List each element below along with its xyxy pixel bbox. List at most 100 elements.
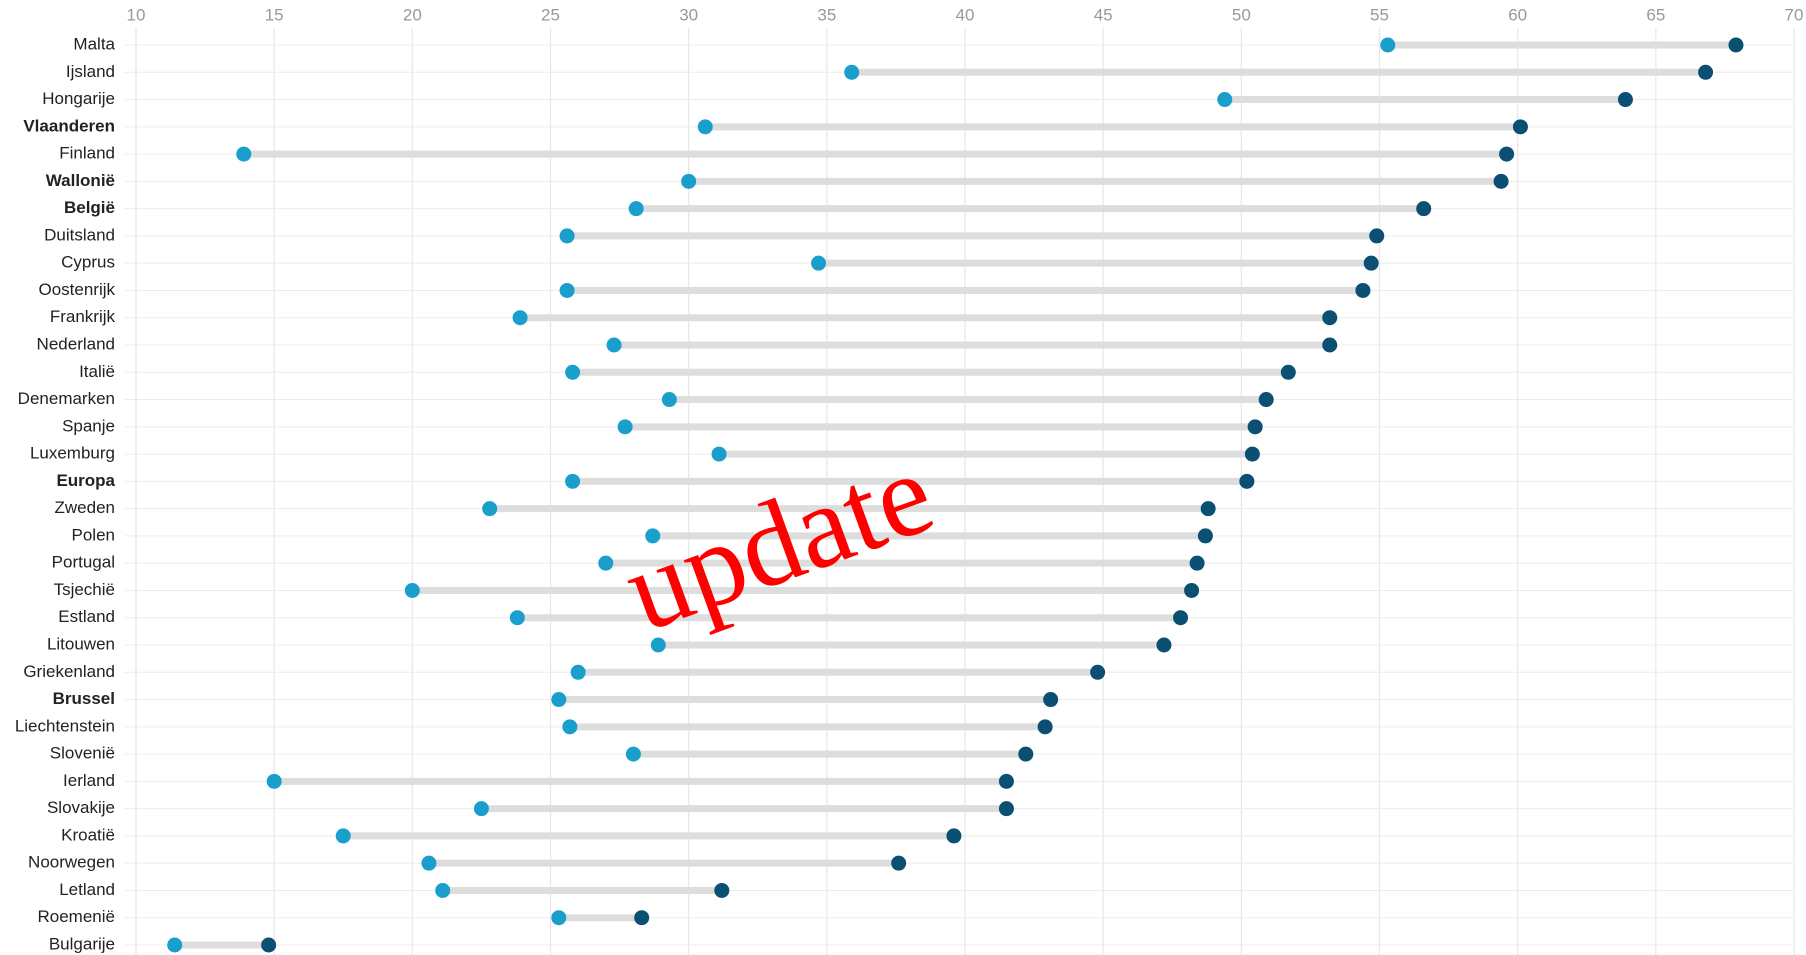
dot-start <box>512 310 528 326</box>
y-tick-label: Duitsland <box>44 225 115 244</box>
dot-end <box>634 910 650 926</box>
x-tick-label: 45 <box>1094 5 1113 24</box>
dot-end <box>1200 501 1216 517</box>
y-tick-label: Nederland <box>37 334 115 353</box>
x-tick-label: 35 <box>817 5 836 24</box>
dot-start <box>421 855 437 871</box>
x-tick-label: 15 <box>265 5 284 24</box>
dot-end <box>1355 282 1371 298</box>
dot-end <box>1617 92 1633 108</box>
dot-start <box>565 473 581 489</box>
dot-end <box>1184 582 1200 598</box>
dot-end <box>998 801 1014 817</box>
dot-start <box>617 419 633 435</box>
dot-start <box>628 201 644 217</box>
dot-end <box>1280 364 1296 380</box>
y-tick-label: Kroatië <box>61 825 115 844</box>
x-tick-label: 10 <box>127 5 146 24</box>
dot-end <box>1037 719 1053 735</box>
dot-start <box>559 282 575 298</box>
dot-end <box>1499 146 1515 162</box>
y-tick-label: Estland <box>58 607 115 626</box>
dot-start <box>811 255 827 271</box>
y-tick-label: Finland <box>59 144 115 163</box>
y-tick-label: Bulgarije <box>49 934 115 953</box>
dot-end <box>1698 64 1714 80</box>
y-tick-label: Noorwegen <box>28 853 115 872</box>
dot-start <box>404 582 420 598</box>
dot-start <box>606 337 622 353</box>
dot-start <box>435 882 451 898</box>
dot-end <box>1258 392 1274 408</box>
dot-end <box>1512 119 1528 135</box>
dot-end <box>1493 173 1509 189</box>
dot-start <box>711 446 727 462</box>
dot-start <box>551 910 567 926</box>
x-tick-label: 40 <box>956 5 975 24</box>
y-tick-label: Ijsland <box>66 62 115 81</box>
y-tick-label: Griekenland <box>23 662 115 681</box>
dot-end <box>1173 610 1189 626</box>
dot-end <box>1322 310 1338 326</box>
dot-start <box>1380 37 1396 53</box>
dot-end <box>1197 528 1213 544</box>
dot-start <box>236 146 252 162</box>
dot-start <box>562 719 578 735</box>
x-tick-label: 60 <box>1508 5 1527 24</box>
y-tick-label: Tsjechië <box>54 580 115 599</box>
dot-end <box>1369 228 1385 244</box>
y-tick-label: Spanje <box>62 416 115 435</box>
dot-end <box>1247 419 1263 435</box>
dot-start <box>570 664 586 680</box>
dot-start <box>598 555 614 571</box>
dot-end <box>1322 337 1338 353</box>
dot-end <box>1416 201 1432 217</box>
x-tick-label: 20 <box>403 5 422 24</box>
x-tick-label: 30 <box>679 5 698 24</box>
dot-end <box>1189 555 1205 571</box>
dot-start <box>509 610 525 626</box>
dot-start <box>559 228 575 244</box>
dot-start <box>482 501 498 517</box>
dot-start <box>645 528 661 544</box>
dot-start <box>565 364 581 380</box>
dot-start <box>266 773 282 789</box>
dot-start <box>697 119 713 135</box>
y-tick-label: Europa <box>56 471 115 490</box>
dot-end <box>1363 255 1379 271</box>
y-tick-label: Frankrijk <box>50 307 116 326</box>
dot-start <box>661 392 677 408</box>
y-tick-label: Cyprus <box>61 253 115 272</box>
dot-start <box>551 692 567 708</box>
y-tick-label: Zweden <box>55 498 115 517</box>
dot-start <box>167 937 183 953</box>
y-tick-label: Slovakije <box>47 798 115 817</box>
y-tick-label: Polen <box>72 525 115 544</box>
y-tick-label: Roemenië <box>38 907 116 926</box>
y-tick-label: Hongarije <box>42 89 115 108</box>
dot-end <box>998 773 1014 789</box>
dot-start <box>844 64 860 80</box>
dot-end <box>946 828 962 844</box>
y-tick-label: Liechtenstein <box>15 716 115 735</box>
x-tick-label: 50 <box>1232 5 1251 24</box>
y-tick-label: Litouwen <box>47 634 115 653</box>
dot-start <box>625 746 641 762</box>
dot-start <box>1217 92 1233 108</box>
dot-start <box>681 173 697 189</box>
y-tick-label: Oostenrijk <box>38 280 115 299</box>
dot-start <box>473 801 489 817</box>
dot-start <box>650 637 666 653</box>
y-tick-label: Portugal <box>52 553 115 572</box>
y-tick-label: Wallonië <box>46 171 115 190</box>
dot-end <box>1244 446 1260 462</box>
y-tick-label: Luxemburg <box>30 444 115 463</box>
dot-end <box>261 937 277 953</box>
x-tick-label: 55 <box>1370 5 1389 24</box>
dot-end <box>1043 692 1059 708</box>
y-tick-label: België <box>64 198 115 217</box>
x-tick-label: 65 <box>1646 5 1665 24</box>
dot-end <box>1728 37 1744 53</box>
y-tick-label: Malta <box>73 34 115 53</box>
dot-end <box>1156 637 1172 653</box>
